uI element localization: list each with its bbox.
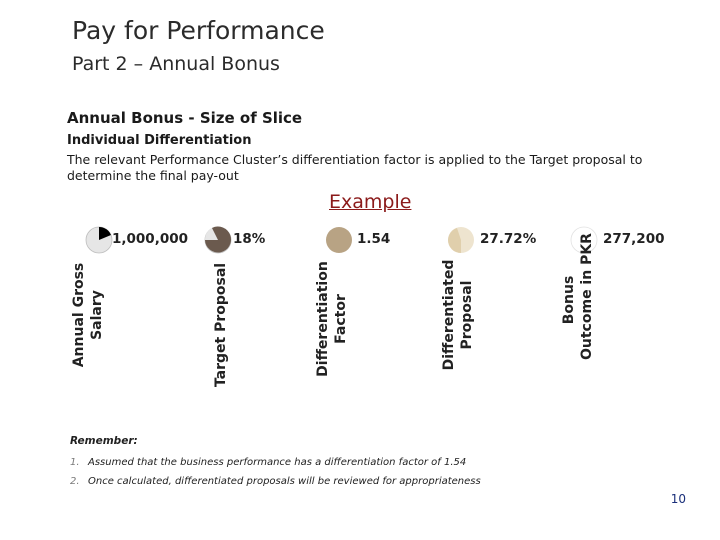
step-value-salary: 1,000,000 <box>112 231 189 247</box>
pie-slice-icon <box>570 226 598 254</box>
step-label-line: Proposal <box>459 280 475 350</box>
step-label-line: Factor <box>333 294 349 344</box>
step-label-factor: Differentiation Factor <box>314 254 350 384</box>
remember-item-number: 2. <box>70 476 80 487</box>
pie-slice-icon <box>326 227 352 253</box>
pie-slice-icon <box>448 227 474 253</box>
step-label-line: Bonus <box>561 275 577 325</box>
step-label-line: Annual Gross <box>71 262 87 368</box>
pie-slice-icon <box>85 226 113 254</box>
remember-item-text: Once calculated, differentiated proposal… <box>88 476 481 487</box>
page-number: 10 <box>670 492 686 506</box>
remember-item: 2. Once calculated, differentiated propos… <box>70 476 481 487</box>
page-title: Pay for Performance <box>72 16 325 45</box>
step-label-line: Target Proposal <box>213 262 229 388</box>
remember-item-text: Assumed that the business performance ha… <box>88 457 467 468</box>
section-subheading: Individual Differentiation <box>67 133 252 148</box>
step-label-bonus: Bonus Outcome in PKR <box>560 233 596 360</box>
step-label-salary: Annual Gross Salary <box>70 260 106 370</box>
step-value-target: 18% <box>233 231 266 247</box>
step-label-line: Salary <box>89 290 105 340</box>
remember-item: 1. Assumed that the business performance … <box>70 457 466 468</box>
section-heading: Annual Bonus - Size of Slice <box>67 109 303 127</box>
step-value-differentiated: 27.72% <box>480 231 537 247</box>
remember-item-number: 1. <box>70 457 80 468</box>
pie-slice-icon <box>204 226 232 254</box>
step-label-line: Outcome in PKR <box>579 233 595 360</box>
section-description: The relevant Performance Cluster’s diffe… <box>67 152 643 183</box>
step-label-line: Differentiation <box>315 261 331 377</box>
step-label-target: Target Proposal <box>212 260 230 390</box>
page-subtitle: Part 2 – Annual Bonus <box>72 53 280 75</box>
step-value-factor: 1.54 <box>357 231 391 247</box>
step-value-bonus: 277,200 <box>603 231 665 247</box>
step-label-differentiated: Differentiated Proposal <box>440 250 476 380</box>
example-heading: Example <box>329 191 412 213</box>
step-label-line: Differentiated <box>441 259 457 371</box>
remember-heading: Remember: <box>70 435 138 447</box>
